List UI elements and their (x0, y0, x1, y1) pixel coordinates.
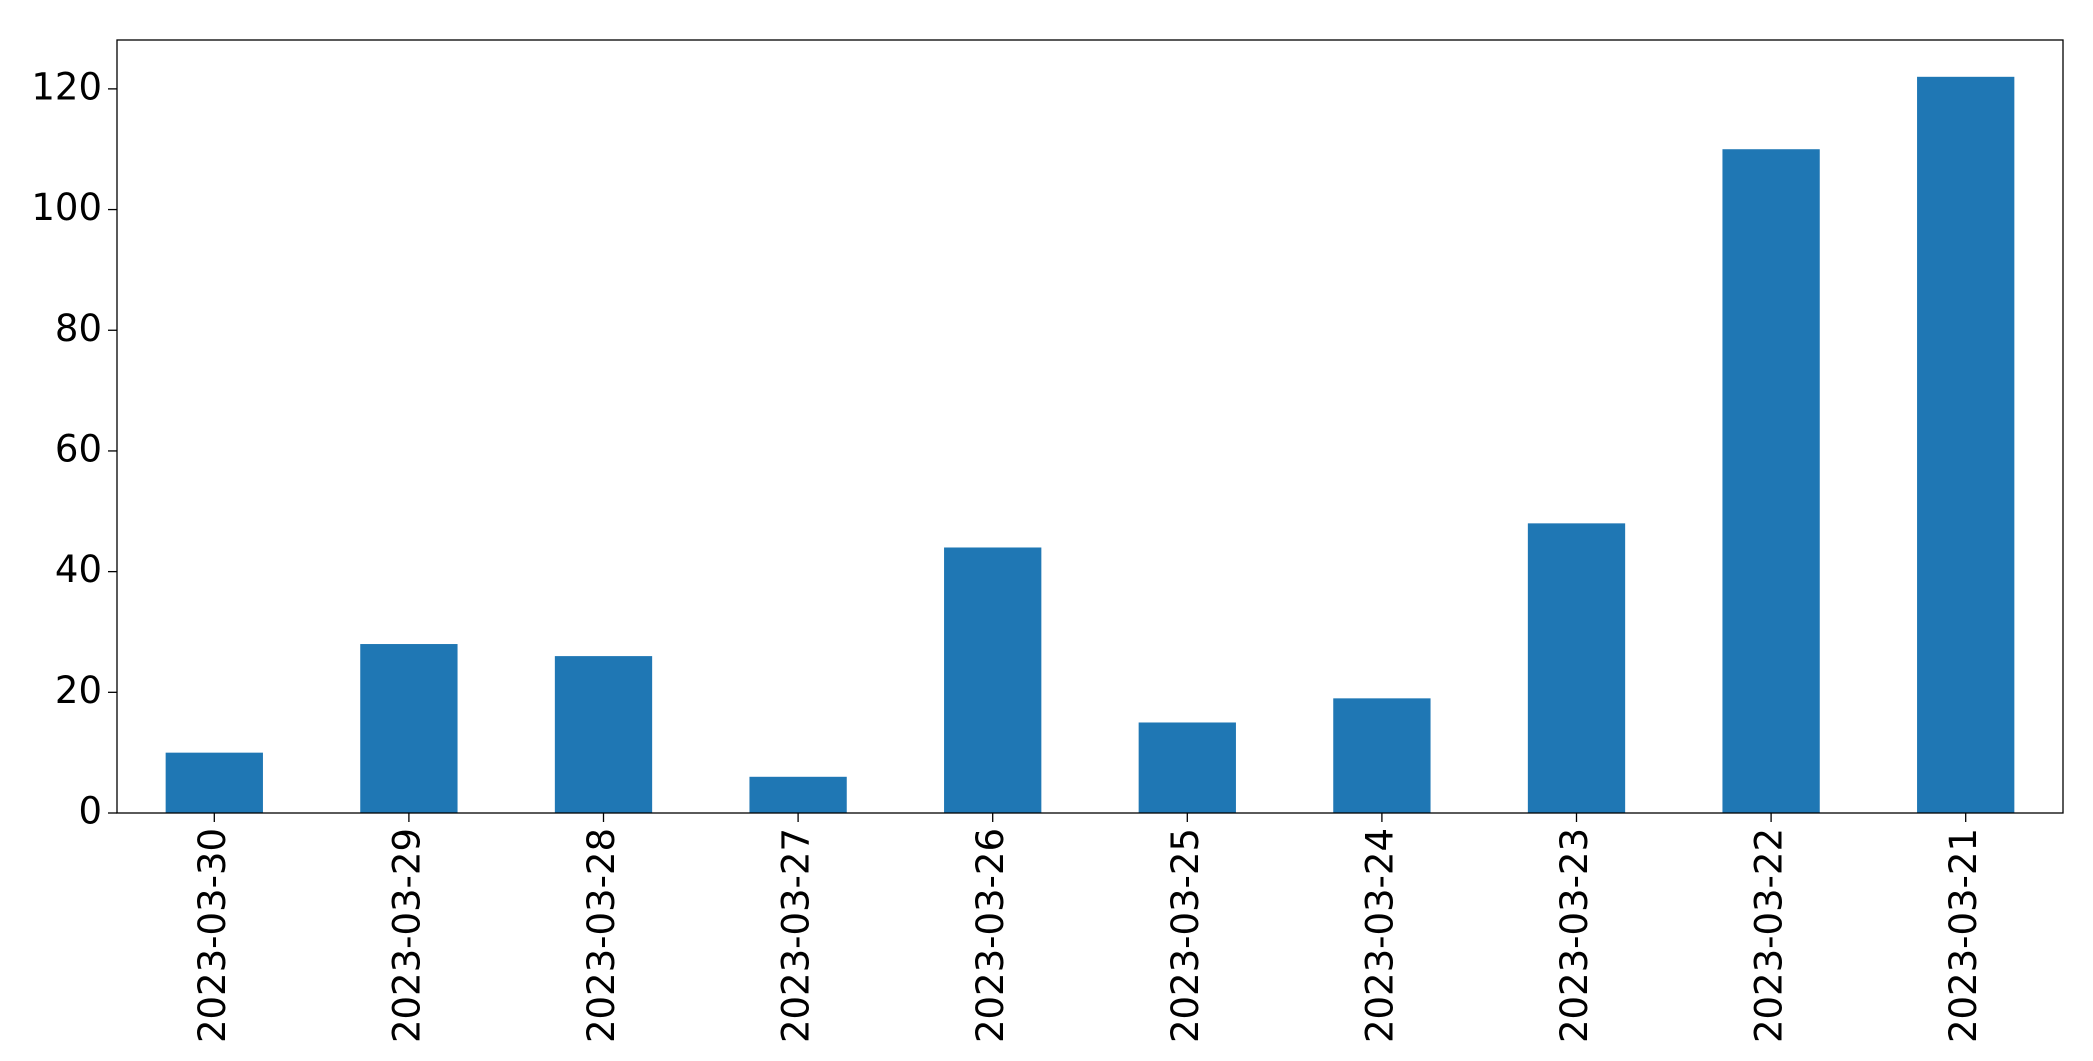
bar (1527, 523, 1626, 813)
y-tick-label: 80 (55, 307, 102, 350)
x-tick-label: 2023-03-26 (969, 828, 1012, 1043)
y-tick-label: 0 (78, 790, 102, 833)
y-tick-label: 60 (55, 427, 102, 470)
plot-frame (116, 39, 2064, 814)
x-tick-label: 2023-03-24 (1358, 828, 1401, 1043)
bar (1722, 149, 1820, 814)
x-tick-label: 2023-03-22 (1748, 828, 1791, 1043)
x-tick-label: 2023-03-29 (385, 828, 428, 1043)
bar (360, 644, 458, 813)
bar (944, 547, 1042, 813)
y-tick-label: 100 (31, 186, 102, 229)
bar (165, 752, 263, 813)
x-tick-label: 2023-03-28 (580, 828, 623, 1043)
bar (1917, 76, 2015, 814)
bar (1138, 722, 1236, 813)
x-tick-label: 2023-03-23 (1553, 828, 1596, 1043)
x-tick-label: 2023-03-27 (775, 828, 818, 1043)
y-tick-label: 120 (31, 65, 102, 108)
y-tick-label: 40 (55, 548, 102, 591)
x-tick-label: 2023-03-30 (191, 828, 234, 1043)
bar (749, 776, 847, 813)
x-tick-label: 2023-03-21 (1942, 828, 1985, 1043)
bar (554, 656, 653, 813)
y-tick-label: 20 (55, 669, 102, 712)
bar (1333, 698, 1431, 813)
x-tick-label: 2023-03-25 (1164, 828, 1207, 1043)
